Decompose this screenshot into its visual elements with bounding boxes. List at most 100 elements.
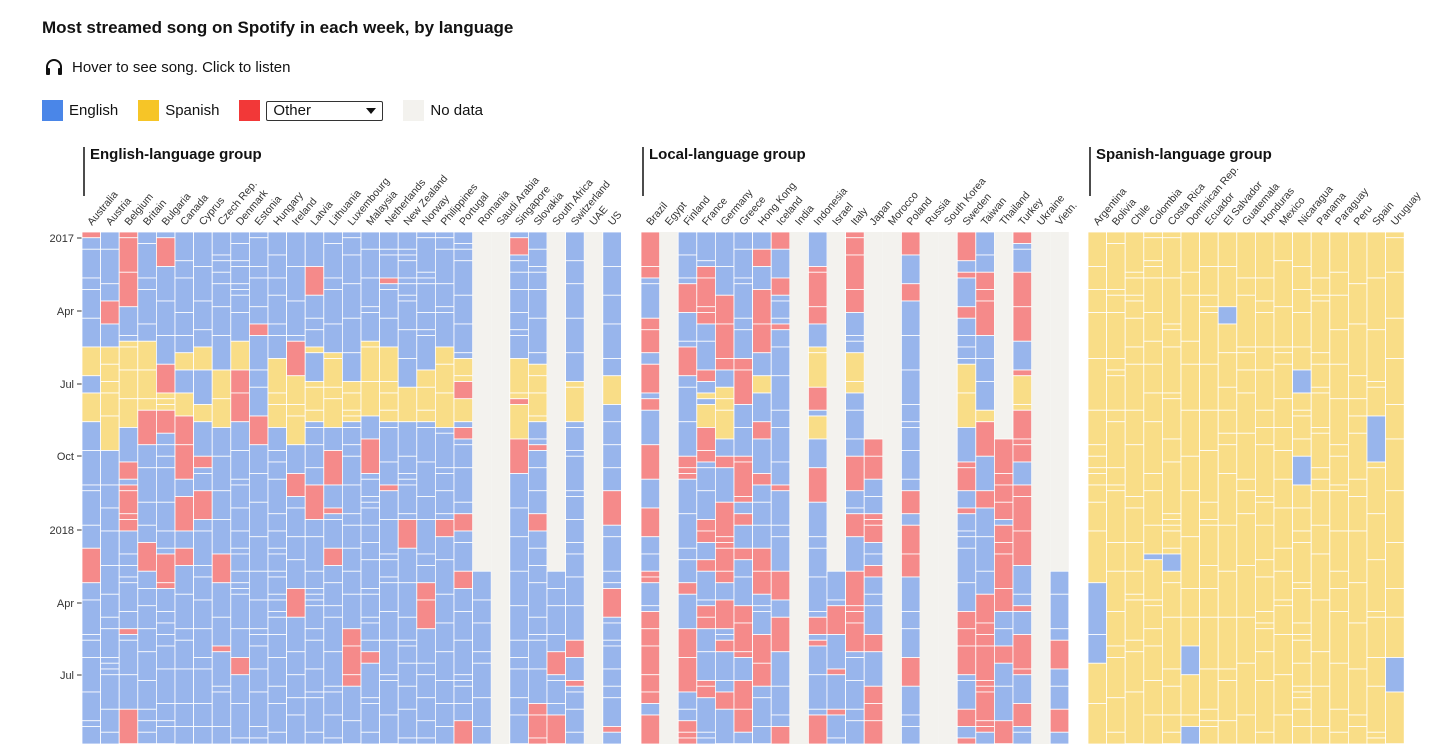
- heatmap-cell: [1199, 501, 1219, 520]
- heatmap-cell: [696, 323, 716, 342]
- heatmap-cell: [360, 248, 381, 279]
- heatmap-cell: [1087, 634, 1108, 664]
- heatmap-cell: [267, 294, 288, 325]
- heatmap-cell: [1124, 496, 1145, 509]
- heatmap-cell: [733, 622, 754, 653]
- heatmap-cell: [174, 639, 195, 670]
- heatmap-cell: [640, 478, 661, 509]
- heatmap-cell: [1329, 398, 1349, 446]
- heatmap-cell: [677, 559, 698, 584]
- heatmap-cell: [640, 392, 661, 400]
- heatmap-cell: [752, 662, 772, 687]
- heatmap-cell: [975, 381, 995, 411]
- heatmap-cell: [901, 524, 921, 555]
- heatmap-cell: [956, 363, 977, 394]
- heatmap-cell: [230, 421, 250, 451]
- heatmap-cell: [397, 639, 418, 647]
- heatmap-cell: [770, 346, 791, 377]
- heatmap-cell: [770, 536, 791, 572]
- heatmap-cell: [901, 450, 921, 480]
- heatmap-cell: [845, 381, 865, 394]
- heatmap-cell: [211, 582, 232, 618]
- heatmap-cell: [323, 651, 343, 687]
- heatmap-cell: [434, 559, 455, 595]
- heatmap-cell: [845, 536, 865, 572]
- heatmap-cell: [808, 576, 828, 612]
- heatmap-cell: [286, 496, 306, 509]
- legend-nodata-label: No data: [430, 102, 483, 119]
- heatmap-cell: [565, 680, 585, 687]
- heatmap-cell: [602, 616, 622, 624]
- heatmap-cell: [323, 685, 343, 693]
- heatmap-cell: [118, 478, 139, 486]
- heatmap-cell: [248, 415, 269, 446]
- heatmap-cell: [956, 628, 977, 647]
- heatmap-cell: [416, 312, 436, 331]
- heatmap-cell: [434, 593, 455, 624]
- heatmap-cell: [808, 645, 828, 676]
- heatmap-cell: [808, 501, 828, 538]
- heatmap-cell: [323, 737, 343, 744]
- heatmap-cell: [1292, 346, 1312, 371]
- heatmap-cell: [509, 668, 529, 699]
- heatmap-cell: [901, 421, 921, 428]
- heatmap-cell: [975, 289, 995, 302]
- heatmap-cell: [230, 243, 250, 262]
- heatmap-cell: [155, 409, 176, 434]
- heatmap-cell: [341, 513, 362, 526]
- heatmap-cell: [211, 369, 232, 400]
- heatmap-cell: [715, 680, 735, 693]
- heatmap-cell: [565, 657, 585, 681]
- heatmap-cell: [1273, 427, 1294, 451]
- heatmap-cell: [715, 409, 735, 440]
- heatmap-cell: [1012, 611, 1033, 635]
- heatmap-cell: [696, 381, 716, 394]
- heatmap-cell: [341, 628, 362, 647]
- heatmap-cell: [81, 484, 102, 492]
- heatmap-cell: [1292, 507, 1312, 532]
- heatmap-cell: [1162, 553, 1182, 572]
- heatmap-cell: [640, 714, 661, 744]
- heatmap-cell: [100, 484, 120, 509]
- heatmap-cell: [640, 329, 661, 354]
- heatmap-cell: [565, 542, 585, 555]
- other-language-dropdown[interactable]: Other: [266, 100, 384, 121]
- heatmap-cell: [770, 490, 791, 526]
- headphones-icon: [46, 59, 62, 75]
- heatmap-cell: [509, 404, 529, 440]
- heatmap-cell: [677, 657, 698, 693]
- heatmap-cell: [434, 651, 455, 681]
- heatmap-cell: [1199, 565, 1219, 589]
- heatmap-cell: [845, 409, 865, 440]
- heatmap-cell: [715, 582, 735, 601]
- heatmap-cell: [975, 570, 995, 595]
- heatmap-cell: [565, 519, 585, 543]
- heatmap-cell: [267, 478, 288, 515]
- heatmap-cell: [901, 427, 921, 451]
- heatmap-cell: [1310, 392, 1331, 428]
- heatmap-cell: [118, 237, 139, 273]
- heatmap-cell: [453, 375, 474, 382]
- heatmap-cell: [1292, 708, 1312, 727]
- heatmap-cell: [1255, 731, 1275, 744]
- heatmap-cell: [602, 323, 622, 359]
- heatmap-cell: [211, 616, 232, 647]
- heatmap-cell: [211, 726, 232, 744]
- heatmap-cell: [397, 708, 418, 739]
- heatmap-cell: [360, 616, 381, 624]
- heatmap-cell: [528, 450, 548, 469]
- heatmap-cell: [81, 392, 102, 423]
- heatmap-cell: [1217, 306, 1238, 325]
- heatmap-cell: [1106, 231, 1126, 244]
- heatmap-cell: [1143, 363, 1163, 394]
- heatmap-cell: [956, 674, 977, 681]
- heatmap-cell: [733, 501, 754, 515]
- heatmap-cell: [193, 300, 213, 331]
- heatmap-cell: [453, 438, 474, 446]
- heatmap-cell: [379, 254, 399, 279]
- heatmap-cell: [323, 289, 343, 325]
- heatmap-cell: [640, 398, 661, 411]
- heatmap-cell: [379, 484, 399, 492]
- heatmap-cell: [267, 461, 288, 480]
- heatmap-cell: [565, 731, 585, 744]
